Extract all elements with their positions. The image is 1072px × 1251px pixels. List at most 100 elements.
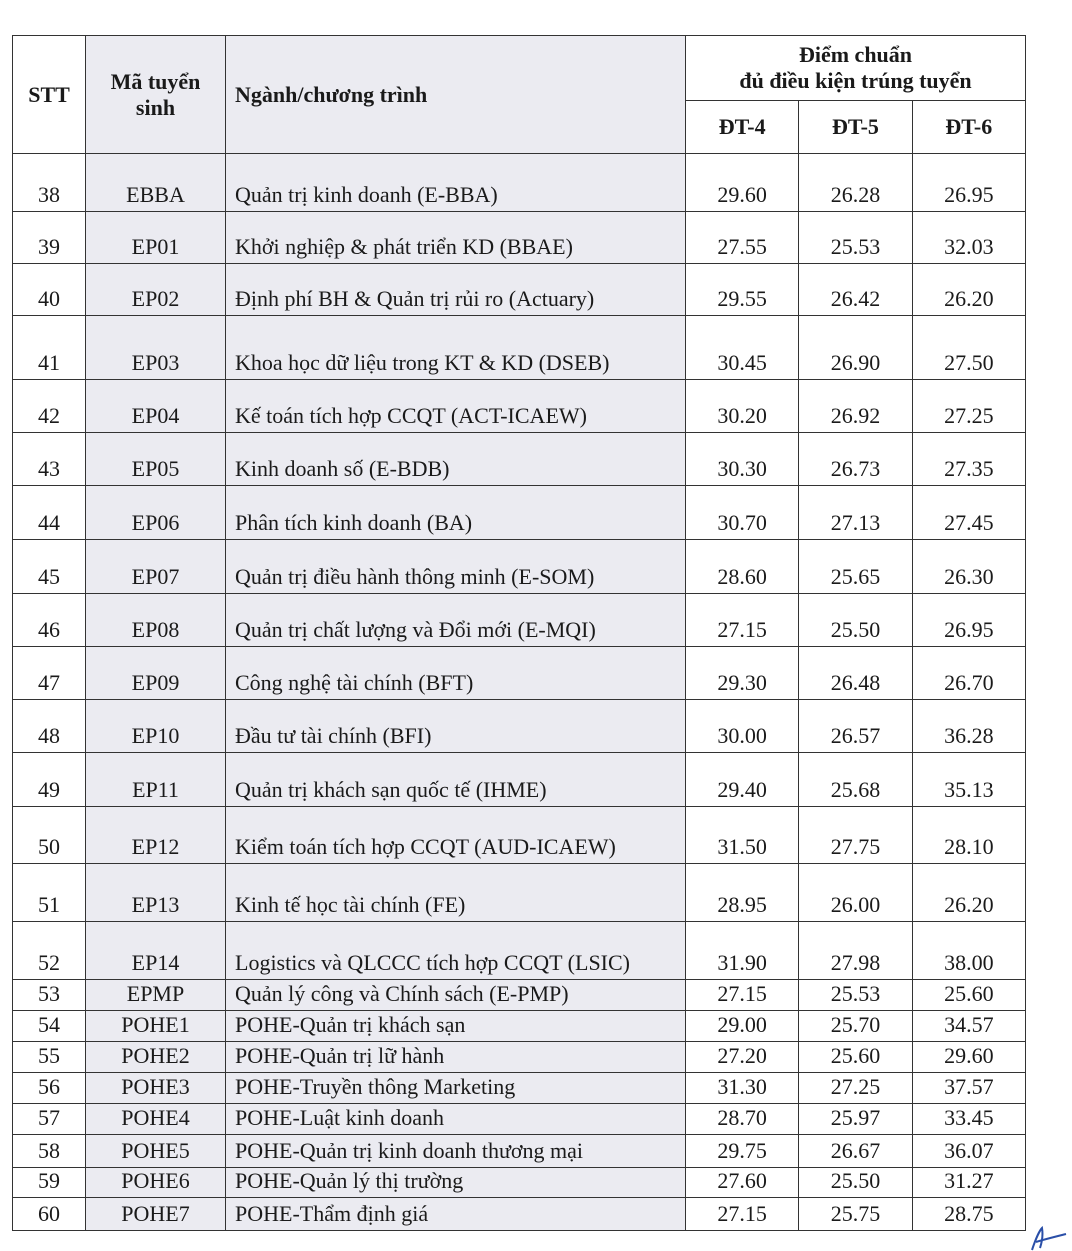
cell-dt4: 29.00 [684,1010,800,1042]
cell-name: Định phí BH & Quản trị rủi ro (Actuary) [225,263,686,316]
cell-dt6: 26.20 [911,263,1027,316]
cell-code: POHE6 [85,1167,226,1198]
cell-dt6: 35.13 [911,752,1027,807]
header-code: Mã tuyển sinh [85,35,226,154]
cell-stt: 48 [12,699,86,753]
cell-code: EP02 [85,263,226,316]
table-row: 58 POHE5 POHE-Quản trị kinh doanh thương m… [12,1134,1027,1168]
cell-name: Phân tích kinh doanh (BA) [225,485,686,540]
cell-name: Đầu tư tài chính (BFI) [225,699,686,753]
cell-code: EP13 [85,863,226,922]
header-dt4: ĐT-4 [684,100,800,154]
cell-dt5: 25.53 [798,979,913,1011]
cell-dt6: 27.50 [911,315,1027,380]
cell-dt5: 27.13 [798,485,913,540]
cell-name: Kinh doanh số (E-BDB) [225,432,686,486]
header-score-line2: đủ điều kiện trúng tuyển [739,68,972,93]
cell-dt6: 26.70 [911,646,1027,700]
header-score-line1: Điểm chuẩn [798,42,913,67]
table-row: 49 EP11 Quản trị khách sạn quốc tế (IHME) 2… [12,752,1027,807]
cell-dt6: 28.75 [911,1197,1027,1231]
cell-dt4: 31.50 [684,806,800,864]
cell-code: POHE3 [85,1072,226,1104]
cell-stt: 51 [12,863,86,922]
cell-stt: 58 [12,1134,86,1168]
cell-name: POHE-Quản trị lữ hành [225,1041,686,1073]
table-row: 47 EP09 Công nghệ tài chính (BFT) 29.30 26.4… [12,646,1027,700]
header-stt: STT [12,35,86,154]
table-row: 42 EP04 Kế toán tích hợp CCQT (ACT-ICAEW) 3… [12,379,1027,433]
cell-dt4: 29.75 [684,1134,800,1168]
cell-dt6: 32.03 [911,211,1027,264]
cell-name: POHE-Quản trị khách sạn [225,1010,686,1042]
cell-dt5: 25.68 [798,752,913,807]
cell-dt4: 30.30 [684,432,800,486]
cell-dt6: 33.45 [911,1103,1027,1135]
cell-dt5: 25.65 [798,539,913,594]
cell-stt: 53 [12,979,86,1011]
cell-dt6: 38.00 [911,921,1027,980]
cell-stt: 41 [12,315,86,380]
cell-dt6: 27.25 [911,379,1027,433]
cell-dt5: 26.57 [798,699,913,753]
cell-dt6: 34.57 [911,1010,1027,1042]
cell-name: Kinh tế học tài chính (FE) [225,863,686,922]
table-row: 53 EPMP Quản lý công và Chính sách (E-PMP)… [12,979,1027,1011]
cell-stt: 46 [12,593,86,647]
table-row: 39 EP01 Khởi nghiệp & phát triển KD (BBAE)… [12,211,1027,264]
table-row: 57 POHE4 POHE-Luật kinh doanh 28.70 25.97 33.… [12,1103,1027,1135]
cell-code: POHE1 [85,1010,226,1042]
cell-name: Kiểm toán tích hợp CCQT (AUD-ICAEW) [225,806,686,864]
cell-name: POHE-Quản lý thị trường [225,1167,686,1198]
header-dt5: ĐT-5 [798,100,913,154]
table-row: 41 EP03 Khoa học dữ liệu trong KT & KD (DS… [12,315,1027,380]
cell-code: EP12 [85,806,226,864]
cell-dt6: 27.35 [911,432,1027,486]
cell-code: EP04 [85,379,226,433]
cell-stt: 39 [12,211,86,264]
cell-stt: 60 [12,1197,86,1231]
cell-dt4: 30.00 [684,699,800,753]
admission-scores-table: STT Mã tuyển sinh Ngành/chương trình Điể… [12,35,1027,1231]
cell-stt: 55 [12,1041,86,1073]
cell-stt: 54 [12,1010,86,1042]
table-row: 40 EP02 Định phí BH & Quản trị rủi ro (Act… [12,263,1027,316]
cell-dt5: 26.92 [798,379,913,433]
cell-dt4: 29.55 [684,263,800,316]
cell-stt: 45 [12,539,86,594]
cell-dt4: 30.70 [684,485,800,540]
cell-code: EP01 [85,211,226,264]
cell-dt5: 25.75 [798,1197,913,1231]
cell-stt: 50 [12,806,86,864]
cell-dt6: 25.60 [911,979,1027,1011]
cell-dt5: 26.90 [798,315,913,380]
cell-dt6: 27.45 [911,485,1027,540]
cell-name: Công nghệ tài chính (BFT) [225,646,686,700]
cell-dt4: 28.95 [684,863,800,922]
cell-name: Quản lý công và Chính sách (E-PMP) [225,979,686,1011]
table-row: 52 EP14 Logistics và QLCCC tích hợp CCQT (… [12,921,1027,980]
cell-code: POHE5 [85,1134,226,1168]
cell-code: POHE7 [85,1197,226,1231]
cell-dt4: 29.60 [684,153,800,212]
cell-dt4: 31.30 [684,1072,800,1104]
table-row: 43 EP05 Kinh doanh số (E-BDB) 30.30 26.73 27.… [12,432,1027,486]
table-row: 59 POHE6 POHE-Quản lý thị trường 27.60 25.50… [12,1167,1027,1198]
cell-stt: 43 [12,432,86,486]
cell-dt4: 31.90 [684,921,800,980]
cell-code: EP11 [85,752,226,807]
cell-dt5: 26.00 [798,863,913,922]
cell-dt4: 27.15 [684,979,800,1011]
cell-name: POHE-Quản trị kinh doanh thương mại [225,1134,686,1168]
cell-stt: 52 [12,921,86,980]
cell-name: Quản trị khách sạn quốc tế (IHME) [225,752,686,807]
cell-dt4: 27.15 [684,1197,800,1231]
cell-name: Quản trị kinh doanh (E-BBA) [225,153,686,212]
cell-code: EPMP [85,979,226,1011]
table-row: 44 EP06 Phân tích kinh doanh (BA) 30.70 27.1… [12,485,1027,540]
cell-stt: 49 [12,752,86,807]
cell-code: POHE2 [85,1041,226,1073]
cell-name: POHE-Luật kinh doanh [225,1103,686,1135]
cell-code: EP10 [85,699,226,753]
cell-name: Quản trị chất lượng và Đổi mới (E-MQI) [225,593,686,647]
